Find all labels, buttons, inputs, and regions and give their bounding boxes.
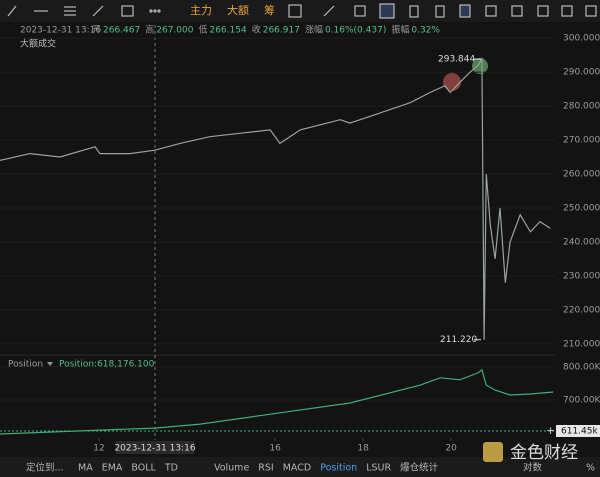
watermark: 金色财经 bbox=[510, 443, 578, 463]
y-tick-label: 700.00K bbox=[563, 395, 600, 405]
y-tick-label: 220.000 bbox=[563, 305, 600, 315]
info-key: 开 bbox=[92, 25, 101, 36]
info-value: 267.000 bbox=[156, 26, 193, 36]
info-value: 266.467 bbox=[103, 26, 140, 36]
indicator-tab[interactable]: 爆仓统计 bbox=[400, 462, 439, 474]
indicator-tab[interactable]: Volume bbox=[214, 463, 249, 474]
last-box bbox=[556, 425, 600, 437]
legend[interactable]: Position bbox=[8, 360, 43, 370]
x-tick-label: 12 bbox=[93, 444, 104, 454]
overlay-label: 大额成交 bbox=[20, 38, 56, 50]
toolbar-button[interactable]: 筹 bbox=[264, 3, 275, 17]
info-time: 2023-12-31 13:16 bbox=[20, 26, 101, 36]
indicator-tab[interactable]: EMA bbox=[102, 463, 123, 474]
series-line bbox=[0, 57, 551, 340]
info-value: 0.32% bbox=[411, 26, 440, 36]
marker bbox=[472, 58, 488, 74]
series-line bbox=[0, 368, 554, 435]
toolbar-button[interactable]: 大额 bbox=[227, 3, 249, 17]
y-tick-label: 250.000 bbox=[563, 203, 600, 213]
y-tick-label: 280.000 bbox=[563, 102, 600, 112]
y-tick-label: 260.000 bbox=[563, 170, 600, 180]
low-label: 211.220 bbox=[440, 335, 477, 345]
y-tick-label: 300.000 bbox=[563, 34, 600, 44]
toolbar-button[interactable]: 主力 bbox=[190, 4, 212, 17]
toolbar bbox=[0, 0, 600, 22]
indicator-right[interactable]: % bbox=[586, 463, 595, 474]
indicator-tab[interactable]: LSUR bbox=[366, 463, 391, 474]
indicator-tab[interactable]: BOLL bbox=[131, 463, 156, 474]
add-btn[interactable]: + bbox=[546, 424, 555, 437]
info-key: 收 bbox=[252, 24, 261, 36]
x-tick-label: 16 bbox=[269, 444, 281, 454]
locate[interactable]: 定位到... bbox=[26, 462, 64, 474]
info-key: 振幅 bbox=[391, 24, 409, 36]
legend-caret bbox=[47, 362, 53, 366]
crosshair-box bbox=[116, 441, 194, 454]
x-tick-label: 18 bbox=[357, 444, 369, 454]
marker bbox=[443, 73, 461, 91]
indicator-tab[interactable]: RSI bbox=[258, 463, 273, 474]
info-key: 涨幅 bbox=[305, 24, 323, 36]
readout: Position:618,176.100 bbox=[59, 360, 155, 370]
info-value: 0.16%(0.437) bbox=[325, 26, 386, 36]
indicator-bar bbox=[0, 457, 600, 477]
x-tick-label: 20 bbox=[445, 444, 457, 454]
indicator-tab[interactable]: MA bbox=[78, 463, 93, 474]
indicator-tab[interactable]: Position bbox=[320, 463, 357, 474]
y-tick-label: 210.000 bbox=[563, 339, 600, 349]
high-label: 293.844 bbox=[438, 55, 475, 65]
y-tick-label: 800.00K bbox=[563, 362, 600, 372]
y-tick-label: 290.000 bbox=[563, 68, 600, 78]
toolbar-icons bbox=[7, 3, 597, 19]
indicator-tab[interactable]: TD bbox=[164, 463, 178, 474]
indicator-tab[interactable]: MACD bbox=[283, 463, 311, 474]
crosshair-label: 2023-12-31 13:16 bbox=[114, 444, 195, 454]
info-value: 266.917 bbox=[263, 26, 300, 36]
info-value: 266.154 bbox=[209, 26, 246, 36]
watermark-logo bbox=[483, 442, 503, 462]
y-tick-label: 270.000 bbox=[563, 136, 600, 146]
y-tick-label: 240.000 bbox=[563, 237, 600, 247]
y-tick-label: 230.000 bbox=[563, 271, 600, 281]
info-key: 高 bbox=[145, 24, 154, 36]
last-label: 611.45k bbox=[561, 427, 598, 437]
indicator-right[interactable]: 对数 bbox=[523, 462, 543, 474]
info-key: 低 bbox=[198, 24, 207, 36]
